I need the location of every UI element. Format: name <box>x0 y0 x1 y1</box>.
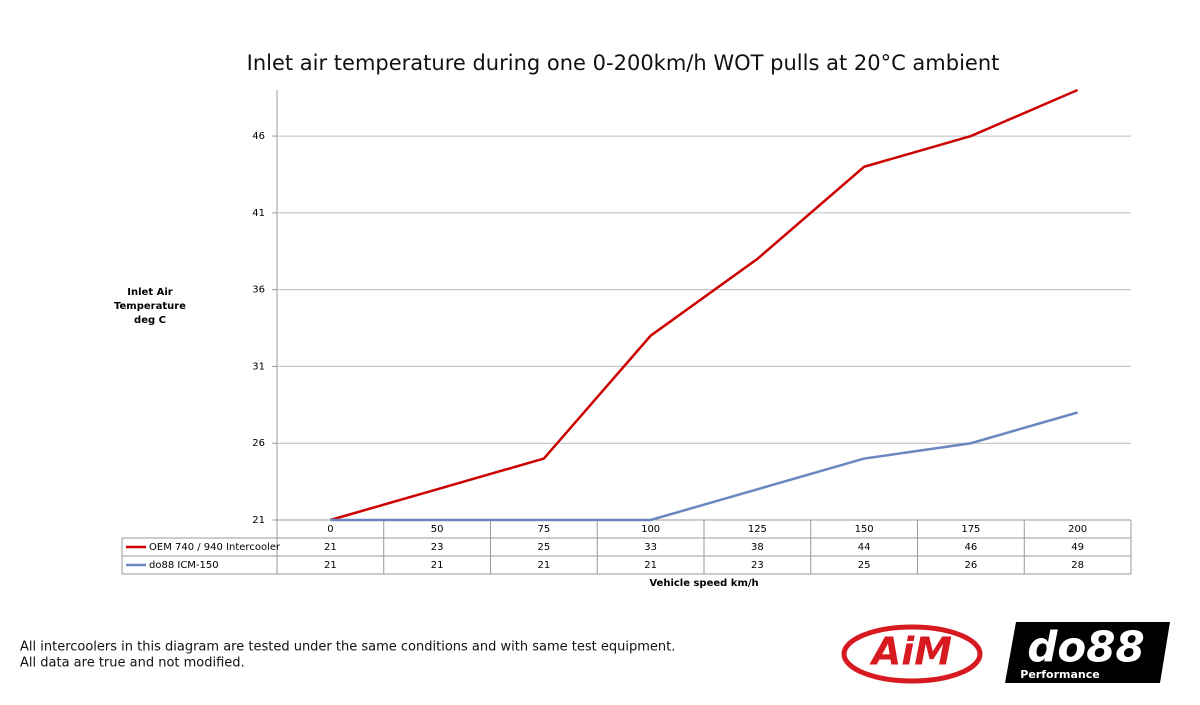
table-value: 21 <box>644 560 657 571</box>
table-value: 33 <box>644 542 657 553</box>
y-tick-label: 41 <box>252 208 265 219</box>
table-value: 21 <box>538 560 551 571</box>
x-tick-label: 175 <box>961 524 980 535</box>
y-axis-label: Inlet Air <box>127 287 172 298</box>
series-line <box>330 411 1078 522</box>
y-axis-label: Temperature <box>114 301 186 312</box>
x-tick-label: 0 <box>327 524 333 535</box>
legend-label: do88 ICM-150 <box>149 560 219 571</box>
x-axis-label: Vehicle speed km/h <box>649 578 758 589</box>
table-value: 44 <box>858 542 871 553</box>
y-tick-label: 26 <box>252 438 265 449</box>
y-tick-label: 31 <box>252 361 265 372</box>
footnote: All data are true and not modified. <box>20 656 245 671</box>
series-line <box>330 88 1079 522</box>
logo-box <box>1005 622 1170 683</box>
do88-logo: do88 Performance <box>1005 622 1170 683</box>
table-value: 25 <box>858 560 871 571</box>
table-value: 21 <box>324 560 337 571</box>
y-tick-label: 21 <box>252 515 265 526</box>
y-tick-label: 46 <box>252 131 265 142</box>
footnote: All intercoolers in this diagram are tes… <box>20 640 675 655</box>
x-tick-label: 200 <box>1068 524 1087 535</box>
table-value: 23 <box>751 560 764 571</box>
table-value: 21 <box>324 542 337 553</box>
x-tick-label: 150 <box>855 524 874 535</box>
x-tick-label: 75 <box>538 524 551 535</box>
aim-logo: AiM <box>841 624 983 684</box>
x-tick-label: 100 <box>641 524 660 535</box>
table-value: 46 <box>965 542 978 553</box>
table-value: 28 <box>1071 560 1084 571</box>
x-tick-label: 50 <box>431 524 444 535</box>
table-value: 26 <box>965 560 978 571</box>
logo-ring <box>841 624 983 684</box>
table-value: 23 <box>431 542 444 553</box>
legend-label: OEM 740 / 940 Intercooler <box>149 542 281 553</box>
chart-title: Inlet air temperature during one 0-200km… <box>247 51 1000 75</box>
table-value: 25 <box>538 542 551 553</box>
table-value: 21 <box>431 560 444 571</box>
x-tick-label: 125 <box>748 524 767 535</box>
table-value: 49 <box>1071 542 1084 553</box>
y-axis-label: deg C <box>134 315 166 326</box>
y-tick-label: 36 <box>252 285 265 296</box>
logo-subtext: Performance <box>1020 668 1099 681</box>
logo-text: do88 <box>1027 623 1144 672</box>
logo-text: AiM <box>869 630 952 674</box>
table-value: 38 <box>751 542 764 553</box>
